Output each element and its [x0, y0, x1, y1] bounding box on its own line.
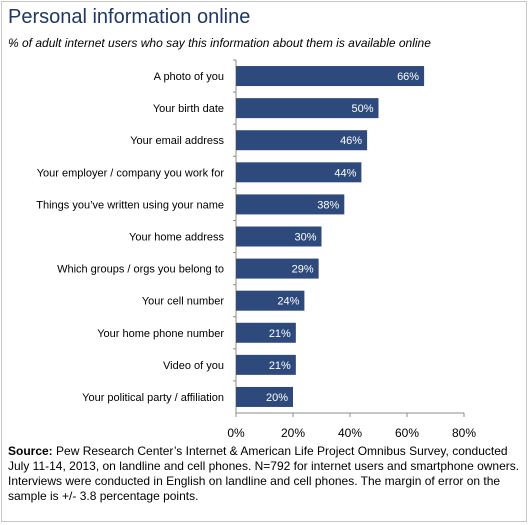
- x-tick-label: 60%: [395, 426, 419, 440]
- source-label: Source:: [8, 444, 53, 458]
- value-label: 24%: [277, 296, 299, 308]
- x-tick-label: 20%: [281, 426, 305, 440]
- x-tick-label: 40%: [338, 426, 362, 440]
- source-text: Pew Research Center’s Internet & America…: [8, 444, 519, 503]
- value-label: 50%: [351, 103, 373, 115]
- value-label: 21%: [269, 328, 291, 340]
- value-label: 46%: [340, 135, 362, 147]
- x-tick-label: 80%: [452, 426, 476, 440]
- category-label: Your employer / company you work for: [37, 167, 225, 179]
- x-tick-label: 0%: [227, 426, 245, 440]
- value-label: 44%: [334, 167, 356, 179]
- category-label: Your home address: [129, 232, 224, 244]
- category-label: Your birth date: [153, 103, 224, 115]
- bar: [236, 66, 424, 86]
- category-label: Your email address: [130, 135, 224, 147]
- source-note: Source: Pew Research Center’s Internet &…: [8, 444, 522, 504]
- value-label: 30%: [294, 232, 316, 244]
- category-label: A photo of you: [154, 71, 224, 83]
- category-label: Which groups / orgs you belong to: [57, 264, 224, 276]
- value-label: 29%: [292, 264, 314, 276]
- category-label: Your cell number: [142, 296, 224, 308]
- value-label: 38%: [317, 199, 339, 211]
- category-label: Your home phone number: [97, 328, 224, 340]
- value-label: 20%: [266, 392, 288, 404]
- category-label: Things you’ve written using your name: [36, 199, 224, 211]
- category-label: Your political party / affiliation: [82, 392, 224, 404]
- value-label: 21%: [269, 360, 291, 372]
- value-label: 66%: [397, 71, 419, 83]
- category-label: Video of you: [163, 360, 224, 372]
